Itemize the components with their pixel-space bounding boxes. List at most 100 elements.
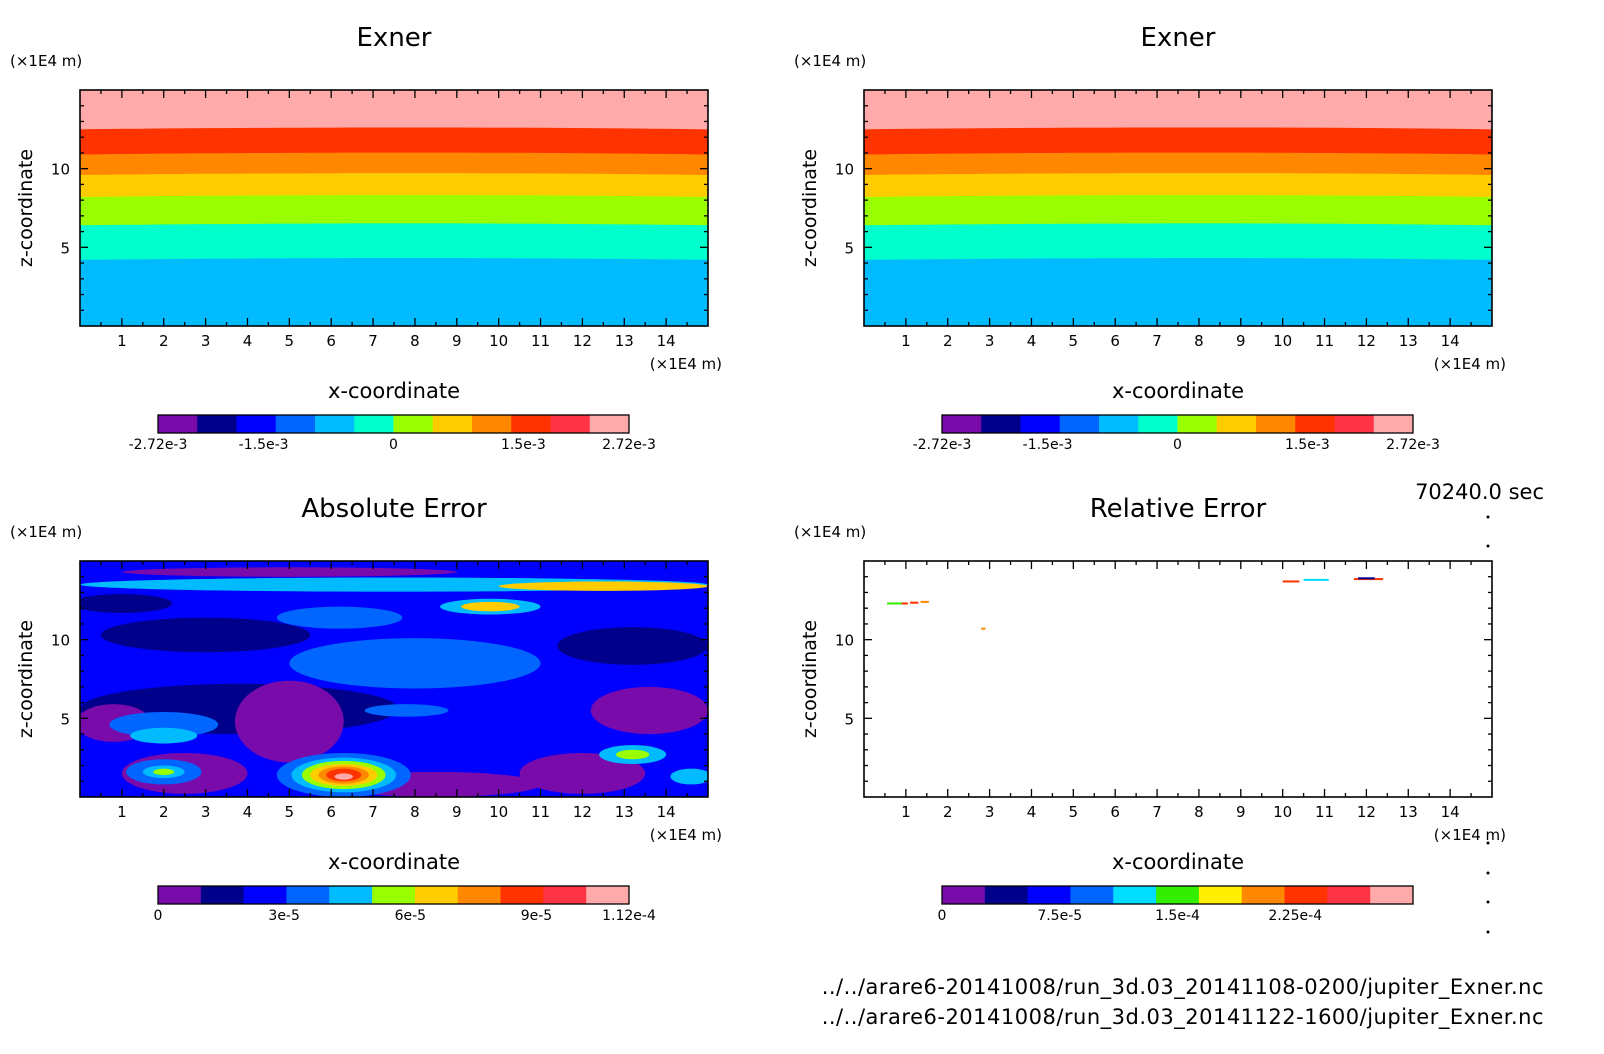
x-tick-label: 1 xyxy=(117,332,127,350)
x-tick-label: 11 xyxy=(1315,803,1334,821)
x-tick-label: 7 xyxy=(368,803,378,821)
z-unit-label: (×1E4 m) xyxy=(794,523,866,541)
colorbar-label: 1.5e-4 xyxy=(1155,908,1200,924)
x-tick-label: 5 xyxy=(285,803,295,821)
x-unit-label: (×1E4 m) xyxy=(1434,355,1506,373)
x-tick-label: 6 xyxy=(1110,803,1120,821)
x-axis-label: x-coordinate xyxy=(1112,850,1244,874)
x-tick-label: 7 xyxy=(368,332,378,350)
colorbar-swatch xyxy=(981,415,1021,433)
x-tick-label: 7 xyxy=(1152,803,1162,821)
contour-region xyxy=(670,768,708,785)
colorbar-label: 2.25e-4 xyxy=(1268,908,1322,924)
colorbar-label: 0 xyxy=(1173,437,1182,453)
x-tick-label: 8 xyxy=(1194,332,1204,350)
edge-dot xyxy=(1486,841,1490,845)
colorbar-swatch xyxy=(1099,415,1139,433)
colorbar-label: 0 xyxy=(389,437,398,453)
x-tick-label: 6 xyxy=(1110,332,1120,350)
colorbar-swatch xyxy=(1027,886,1071,904)
colorbar-frame xyxy=(941,885,1414,905)
colorbar-swatch xyxy=(472,415,512,433)
contour-region xyxy=(557,627,708,665)
colorbar-swatch xyxy=(1370,886,1414,904)
contour-speck xyxy=(887,602,904,605)
contour-region xyxy=(590,686,708,735)
contour-region xyxy=(364,704,449,717)
contour-region xyxy=(498,581,708,591)
x-tick-label: 14 xyxy=(1441,332,1460,350)
colorbar-swatch xyxy=(329,886,373,904)
contour-speck xyxy=(1282,580,1300,583)
colorbar-swatch xyxy=(286,886,330,904)
colorbar-swatch xyxy=(500,886,544,904)
x-tick-label: 1 xyxy=(901,803,911,821)
z-tick-label: 5 xyxy=(60,239,70,257)
x-tick-label: 5 xyxy=(285,332,295,350)
x-tick-label: 2 xyxy=(943,803,953,821)
x-tick-label: 3 xyxy=(201,332,211,350)
contour-band xyxy=(864,152,1492,176)
x-tick-label: 1 xyxy=(901,332,911,350)
x-tick-label: 3 xyxy=(985,803,995,821)
time-label: 70240.0 sec xyxy=(1415,480,1544,504)
plot-area xyxy=(80,90,708,326)
colorbar-swatch xyxy=(315,415,355,433)
plot-area xyxy=(80,561,708,797)
colorbar-swatch xyxy=(942,415,982,433)
colorbar-swatch xyxy=(432,415,473,433)
x-axis-label: x-coordinate xyxy=(328,379,460,403)
x-tick-label: 14 xyxy=(1441,803,1460,821)
contour-band xyxy=(864,173,1492,198)
colorbar-swatch xyxy=(200,886,245,904)
colorbar-swatch xyxy=(589,415,630,433)
colorbar-swatch xyxy=(393,415,434,433)
x-tick-label: 9 xyxy=(452,332,462,350)
z-unit-label: (×1E4 m) xyxy=(10,52,82,70)
x-axis-label: x-coordinate xyxy=(1112,379,1244,403)
file-path-2: ../../arare6-20141008/run_3d.03_20141122… xyxy=(821,1005,1544,1029)
z-axis-label: z-coordinate xyxy=(15,620,37,738)
x-tick-label: 6 xyxy=(326,332,336,350)
z-tick-label: 10 xyxy=(51,632,70,650)
contour-band xyxy=(864,258,1492,326)
x-tick-label: 8 xyxy=(1194,803,1204,821)
contour-speck xyxy=(981,627,986,630)
colorbar-swatch xyxy=(1156,886,1200,904)
contour-region xyxy=(519,752,646,794)
contour-region xyxy=(460,601,520,612)
x-unit-label: (×1E4 m) xyxy=(650,826,722,844)
contour-region xyxy=(334,773,353,780)
colorbar-swatch xyxy=(158,415,198,433)
contour-band xyxy=(80,90,708,131)
colorbar-swatch xyxy=(1327,886,1371,904)
colorbar-swatch xyxy=(511,415,551,433)
x-tick-label: 14 xyxy=(657,332,676,350)
colorbar-label: -2.72e-3 xyxy=(129,437,188,453)
colorbar-swatch xyxy=(1241,886,1286,904)
colorbar-label: -1.5e-3 xyxy=(1023,437,1073,453)
colorbar-swatch xyxy=(1256,415,1296,433)
colorbar-label: 2.72e-3 xyxy=(1386,437,1440,453)
colorbar-swatch xyxy=(1295,415,1335,433)
colorbar-swatch xyxy=(1198,886,1243,904)
colorbar-label: 7.5e-5 xyxy=(1037,908,1082,924)
colorbar-swatch xyxy=(243,886,287,904)
z-tick-label: 10 xyxy=(51,161,70,179)
x-tick-label: 3 xyxy=(201,803,211,821)
colorbar-swatch xyxy=(550,415,591,433)
z-tick-label: 10 xyxy=(835,632,854,650)
x-tick-label: 1 xyxy=(117,803,127,821)
contour-band xyxy=(80,152,708,176)
contour-band xyxy=(80,258,708,326)
chart-title: Exner xyxy=(1141,23,1216,53)
x-tick-label: 12 xyxy=(573,332,592,350)
contour-speck xyxy=(1303,578,1329,581)
x-tick-label: 8 xyxy=(410,803,420,821)
contour-region xyxy=(153,768,175,775)
x-tick-label: 13 xyxy=(615,332,634,350)
colorbar-swatch xyxy=(414,886,459,904)
